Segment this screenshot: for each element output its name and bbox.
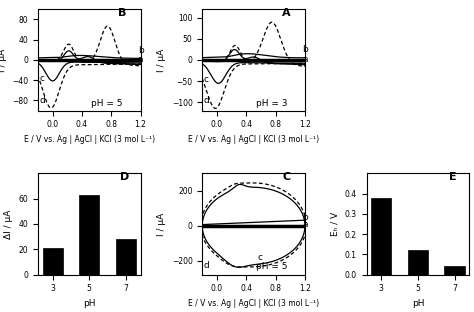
Text: pH = 3: pH = 3 (255, 99, 287, 108)
X-axis label: E / V vs. Ag | AgCl | KCl (3 mol L⁻¹): E / V vs. Ag | AgCl | KCl (3 mol L⁻¹) (188, 135, 319, 144)
X-axis label: E / V vs. Ag | AgCl | KCl (3 mol L⁻¹): E / V vs. Ag | AgCl | KCl (3 mol L⁻¹) (188, 299, 319, 308)
Text: pH = 5: pH = 5 (255, 262, 287, 271)
Text: c: c (39, 74, 45, 83)
Text: a: a (302, 55, 308, 64)
Y-axis label: I / μA: I / μA (157, 212, 166, 236)
Text: d: d (204, 96, 210, 105)
Y-axis label: ΔI / μA: ΔI / μA (4, 209, 13, 239)
Bar (79, 195, 100, 275)
Text: B: B (118, 8, 127, 18)
Y-axis label: I / μA: I / μA (157, 48, 166, 71)
Text: a: a (302, 220, 308, 229)
Text: c: c (204, 75, 209, 84)
Text: A: A (283, 8, 291, 18)
Text: b: b (137, 46, 144, 55)
Bar (371, 197, 392, 275)
Text: d: d (39, 96, 45, 105)
Text: b: b (302, 45, 308, 54)
Text: d: d (204, 261, 210, 270)
Bar (408, 250, 428, 275)
Text: c: c (257, 253, 262, 262)
X-axis label: pH: pH (411, 299, 424, 308)
X-axis label: E / V vs. Ag | AgCl | KCl (3 mol L⁻¹): E / V vs. Ag | AgCl | KCl (3 mol L⁻¹) (24, 135, 155, 144)
Bar (116, 239, 136, 275)
Bar (43, 248, 63, 275)
Y-axis label: Eₕ / V: Eₕ / V (330, 212, 339, 236)
X-axis label: pH: pH (83, 299, 96, 308)
Text: E: E (449, 173, 456, 183)
Text: C: C (283, 173, 291, 183)
Bar (445, 266, 465, 275)
Text: a: a (137, 55, 143, 64)
Text: D: D (120, 173, 129, 183)
Text: pH = 5: pH = 5 (91, 99, 123, 108)
Y-axis label: I / μA: I / μA (0, 48, 7, 71)
Text: b: b (302, 213, 308, 222)
